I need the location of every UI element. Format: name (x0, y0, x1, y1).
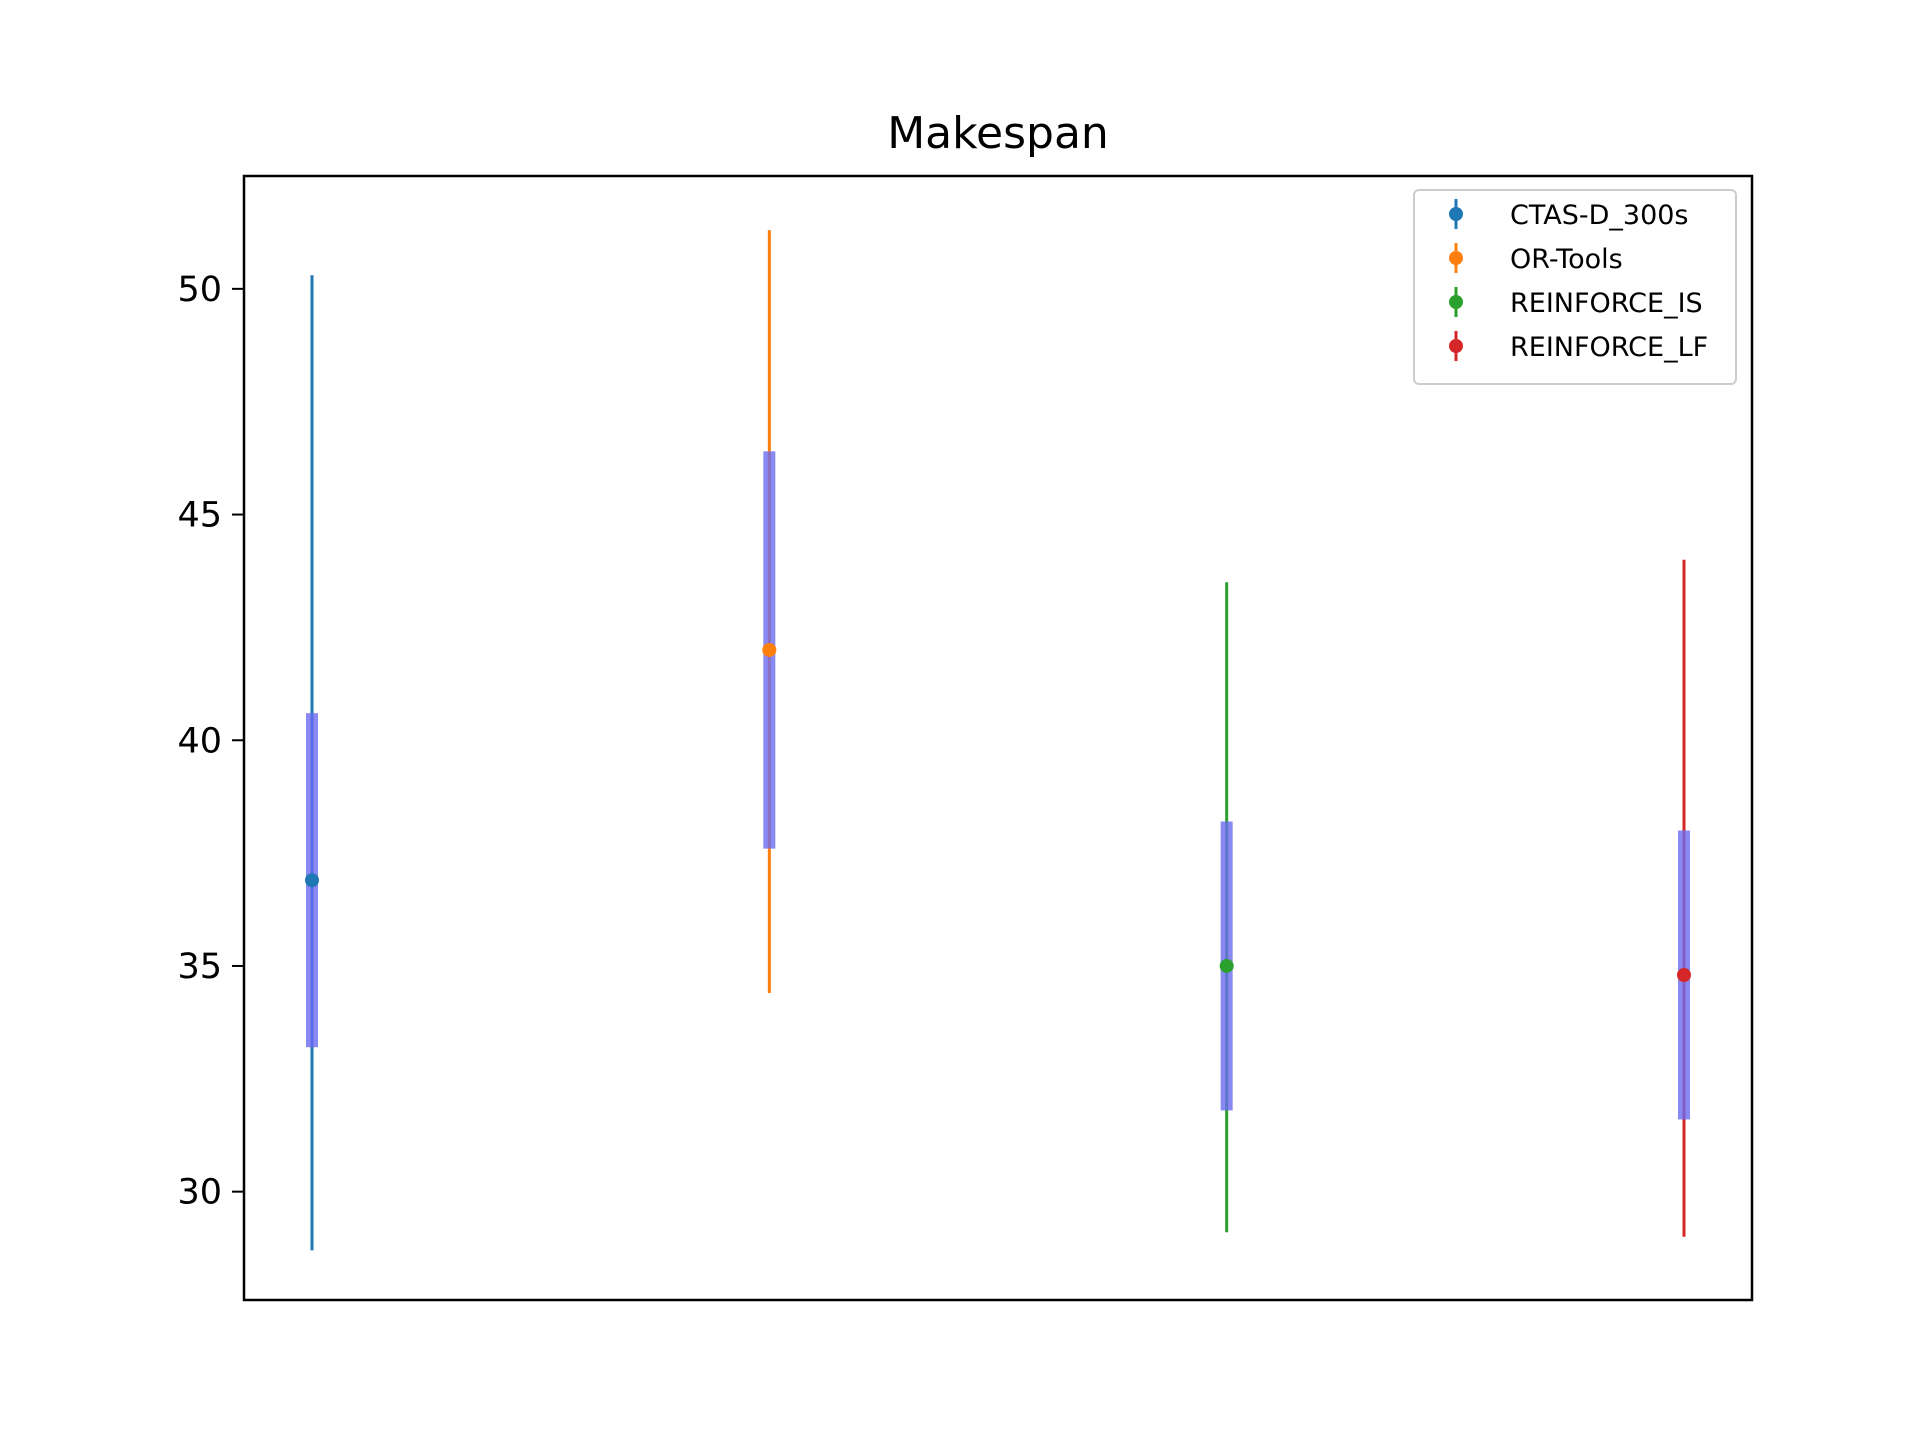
legend-marker-or-tools (1449, 251, 1463, 265)
legend-frame (1413, 189, 1737, 385)
y-tick-label: 35 (177, 947, 222, 987)
legend-label-reinforce-is: REINFORCE_IS (1510, 288, 1703, 319)
plot-marks (305, 230, 1691, 1251)
legend-label-or-tools: OR-Tools (1510, 244, 1623, 275)
plot-area-frame (242, 174, 1754, 1302)
mean-point-reinforce-lf (1677, 967, 1691, 982)
legend-label-ctas-d-300s: CTAS-D_300s (1510, 200, 1689, 231)
mean-point-ctas-d-300s (305, 873, 319, 888)
legend-marker-ctas-d-300s (1449, 207, 1463, 221)
y-tick-label: 45 (177, 496, 222, 536)
chart-title: Makespan (887, 108, 1109, 159)
legend: CTAS-D_300s OR-Tools REINFORCE_IS REINFORCE… (1413, 189, 1737, 385)
legend-marker-reinforce-lf (1449, 339, 1463, 353)
y-tick-label: 40 (177, 721, 222, 761)
legend-marker-reinforce-is (1449, 295, 1463, 309)
y-axis: 30 35 40 45 50 (177, 270, 244, 1213)
mean-point-or-tools (762, 642, 777, 657)
mean-point-reinforce-is (1219, 958, 1234, 973)
y-tick-label: 50 (177, 270, 222, 310)
legend-label-reinforce-lf: REINFORCE_LF (1510, 332, 1708, 363)
y-tick-label: 30 (177, 1173, 222, 1213)
